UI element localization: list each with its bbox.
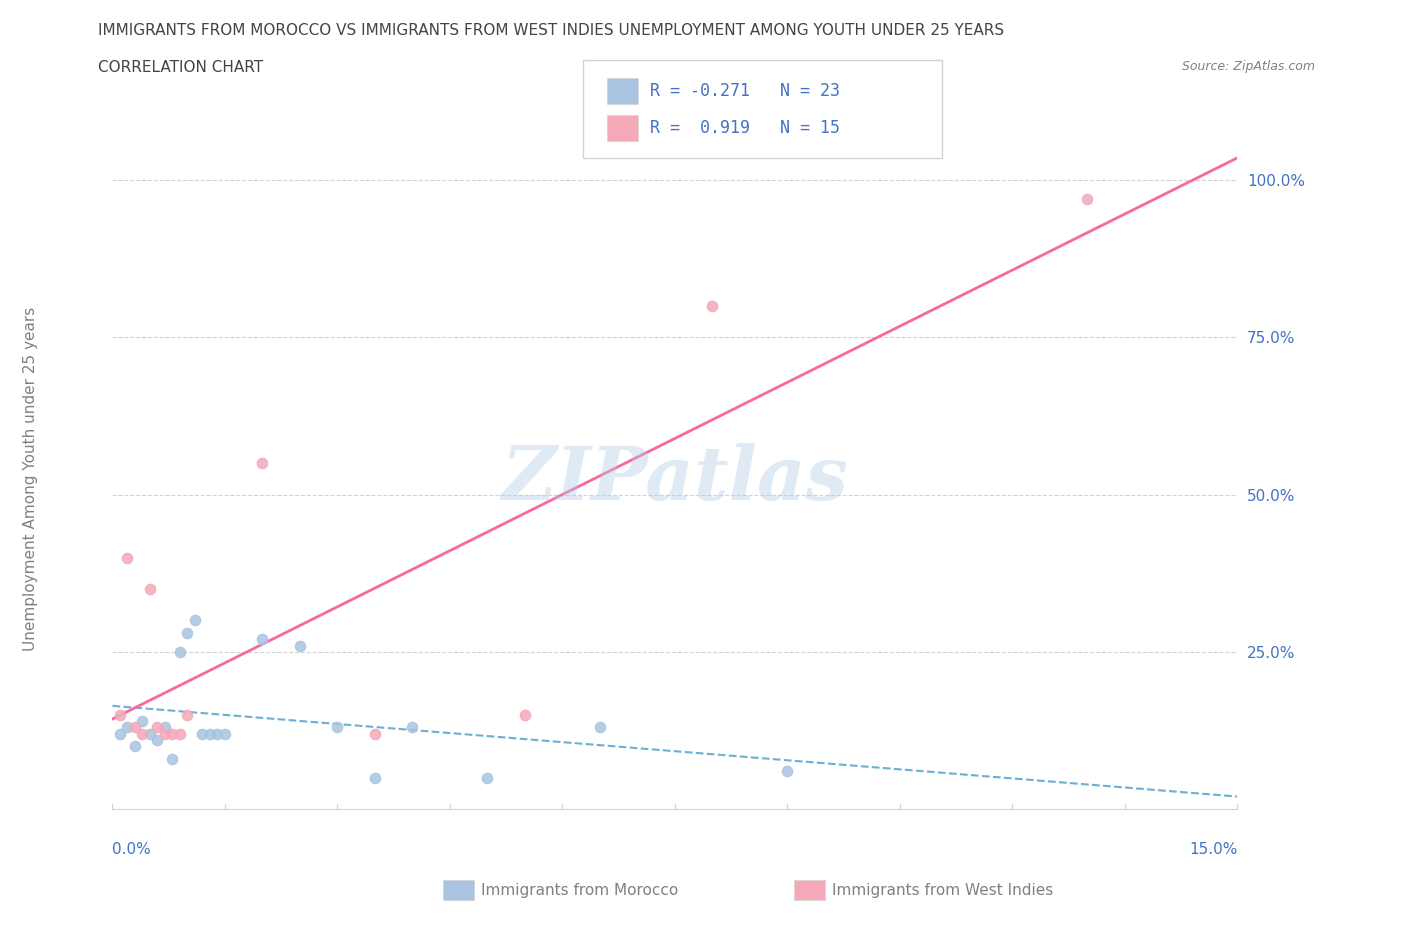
Point bbox=[288, 638, 311, 653]
Point bbox=[139, 581, 162, 596]
Point bbox=[124, 720, 146, 735]
Text: 15.0%: 15.0% bbox=[1189, 842, 1237, 857]
Point bbox=[1076, 192, 1098, 206]
Point bbox=[146, 720, 169, 735]
Text: Immigrants from West Indies: Immigrants from West Indies bbox=[832, 883, 1053, 897]
Point bbox=[162, 726, 184, 741]
Point bbox=[131, 713, 153, 728]
Point bbox=[169, 644, 191, 659]
Text: Unemployment Among Youth under 25 years: Unemployment Among Youth under 25 years bbox=[24, 307, 38, 651]
Point bbox=[364, 726, 387, 741]
Text: ZIPatlas: ZIPatlas bbox=[502, 443, 848, 515]
Point bbox=[214, 726, 236, 741]
Point bbox=[184, 613, 207, 628]
Point bbox=[139, 726, 162, 741]
Point bbox=[401, 720, 423, 735]
Text: Source: ZipAtlas.com: Source: ZipAtlas.com bbox=[1181, 60, 1315, 73]
Point bbox=[252, 456, 274, 471]
Point bbox=[117, 720, 139, 735]
Text: Immigrants from Morocco: Immigrants from Morocco bbox=[481, 883, 678, 897]
Point bbox=[131, 726, 153, 741]
Text: R = -0.271   N = 23: R = -0.271 N = 23 bbox=[650, 82, 839, 100]
Point bbox=[153, 726, 176, 741]
Text: 0.0%: 0.0% bbox=[112, 842, 152, 857]
Point bbox=[146, 733, 169, 748]
Point bbox=[589, 720, 612, 735]
Point bbox=[252, 631, 274, 646]
Point bbox=[776, 764, 799, 778]
Point bbox=[176, 626, 198, 641]
Point bbox=[124, 738, 146, 753]
Text: R =  0.919   N = 15: R = 0.919 N = 15 bbox=[650, 119, 839, 138]
Point bbox=[162, 751, 184, 766]
Point bbox=[108, 726, 131, 741]
Point bbox=[153, 720, 176, 735]
Point bbox=[207, 726, 229, 741]
Point bbox=[191, 726, 214, 741]
Point bbox=[117, 551, 139, 565]
Point bbox=[108, 708, 131, 723]
Point bbox=[176, 708, 198, 723]
Point bbox=[702, 299, 724, 313]
Point bbox=[477, 770, 499, 785]
Point bbox=[326, 720, 349, 735]
Point bbox=[198, 726, 221, 741]
Point bbox=[513, 708, 536, 723]
Text: IMMIGRANTS FROM MOROCCO VS IMMIGRANTS FROM WEST INDIES UNEMPLOYMENT AMONG YOUTH : IMMIGRANTS FROM MOROCCO VS IMMIGRANTS FR… bbox=[98, 23, 1004, 38]
Text: CORRELATION CHART: CORRELATION CHART bbox=[98, 60, 263, 75]
Point bbox=[364, 770, 387, 785]
Point bbox=[169, 726, 191, 741]
